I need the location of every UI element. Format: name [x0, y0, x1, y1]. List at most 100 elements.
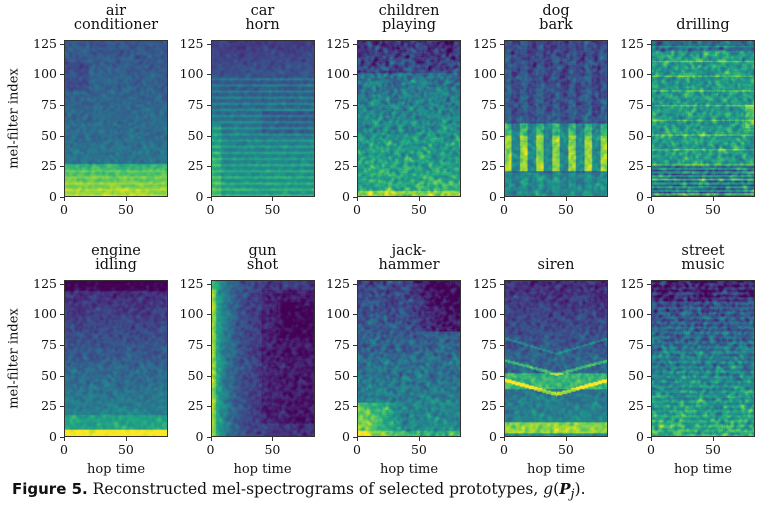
x-tick-label: 50 [704, 442, 721, 457]
x-tick-mark [418, 197, 420, 201]
y-tick-mark [206, 345, 211, 346]
x-axis-label: hop time [526, 462, 586, 477]
panel-title: dog bark [484, 4, 628, 33]
axes-frame [64, 40, 168, 197]
axes-frame [651, 40, 755, 197]
y-tick-label: 0 [489, 189, 497, 204]
y-tick-label: 25 [481, 398, 497, 414]
x-tick-mark [712, 437, 714, 441]
panel-title-line: drilling [676, 17, 730, 33]
y-tick-label: 100 [473, 66, 497, 82]
y-tick-label: 100 [179, 66, 204, 82]
x-axis-label: hop time [233, 462, 292, 477]
y-tick-mark [60, 43, 64, 45]
y-tick-label: 75 [187, 337, 204, 352]
x-axis-label: hop time [379, 462, 439, 477]
caption-math-arg: P [559, 480, 571, 498]
y-tick-label: 0 [342, 189, 350, 204]
x-tick-mark [651, 437, 652, 441]
panel-title: air conditioner [44, 4, 188, 33]
y-tick-mark [60, 375, 64, 377]
heatmap-cells [357, 40, 461, 197]
y-tick-mark [60, 105, 64, 106]
spectrogram-panel-air-conditioner: air conditioner 0 25 50 75 100 125 0 50 [33, 4, 168, 216]
y-tick-label: 50 [187, 127, 204, 143]
y-tick-label: 125 [620, 275, 644, 291]
axes-frame [64, 280, 168, 437]
y-tick-label: 75 [187, 97, 204, 112]
x-tick-label: 50 [117, 202, 134, 217]
panel-title-line: shot [246, 257, 279, 273]
y-tick-label: 75 [41, 337, 57, 352]
y-tick-mark [353, 437, 357, 438]
y-tick-mark [60, 345, 64, 346]
y-tick-mark [500, 74, 504, 76]
y-tick-label: 50 [481, 127, 497, 143]
x-tick-label: 50 [557, 202, 574, 217]
y-tick-label: 125 [326, 35, 350, 51]
y-tick-label: 125 [33, 35, 57, 51]
y-tick-label: 50 [334, 127, 350, 143]
y-tick-label: 75 [481, 337, 497, 352]
y-tick-label: 100 [326, 306, 350, 322]
y-tick-mark [60, 166, 64, 168]
y-tick-mark [60, 135, 64, 137]
heatmap-cells [504, 280, 608, 437]
heatmap-cells [504, 40, 608, 197]
y-tick-mark [500, 135, 504, 137]
heatmap-cells [210, 280, 315, 437]
y-tick-mark [647, 74, 651, 76]
x-tick-label: 0 [647, 202, 655, 217]
y-axis-label: mel-filter index [6, 67, 22, 169]
x-tick-mark [651, 197, 652, 201]
y-tick-mark [353, 345, 357, 346]
x-tick-label: 50 [264, 202, 281, 217]
y-tick-label: 25 [41, 398, 57, 414]
caption-label: Figure 5. [12, 480, 88, 498]
x-tick-label: 0 [647, 442, 655, 457]
y-tick-mark [60, 197, 64, 198]
caption-math-end: ). [574, 480, 586, 498]
panel-title-line: hammer [378, 257, 440, 273]
y-tick-label: 50 [628, 367, 644, 383]
x-tick-mark [565, 437, 567, 441]
y-tick-label: 100 [33, 66, 57, 82]
y-tick-label: 0 [489, 429, 497, 444]
panel-title-line: jack- [391, 243, 427, 259]
y-tick-mark [60, 283, 64, 285]
y-tick-label: 50 [481, 367, 497, 383]
axes-frame [357, 280, 461, 437]
panel-title: children playing [337, 4, 481, 33]
y-tick-mark [647, 197, 651, 198]
y-tick-label: 75 [628, 97, 644, 112]
y-tick-mark [647, 406, 651, 408]
y-tick-mark [647, 166, 651, 168]
y-tick-label: 125 [179, 35, 204, 51]
y-tick-label: 0 [195, 429, 204, 444]
y-tick-label: 25 [334, 398, 350, 414]
y-tick-mark [353, 105, 357, 106]
panel-title: gun shot [191, 244, 335, 273]
spectrogram-panel-car-horn: car horn 0 25 50 75 100 125 0 50 [180, 4, 315, 216]
y-tick-mark [647, 283, 651, 285]
y-tick-mark [353, 283, 357, 285]
panel-title: car horn [191, 4, 335, 33]
heatmap-cells [210, 40, 315, 197]
spectrogram-panel-street-music: street music 0 25 50 75 100 125 0 50 hop time [620, 244, 755, 477]
y-tick-label: 125 [473, 35, 497, 51]
y-tick-label: 100 [33, 306, 57, 322]
y-tick-mark [647, 135, 651, 137]
y-tick-mark [353, 375, 357, 377]
y-tick-label: 125 [326, 275, 350, 291]
y-tick-mark [206, 166, 211, 168]
y-tick-mark [500, 166, 504, 168]
axes-frame [504, 280, 608, 437]
panel-title: jack-hammer [337, 243, 481, 273]
x-tick-mark [64, 437, 65, 441]
panel-title-line: bark [539, 17, 573, 33]
x-tick-label: 50 [557, 442, 574, 457]
panel-title: drilling [631, 17, 766, 33]
panel-title-line: music [681, 257, 725, 273]
y-tick-label: 0 [49, 189, 57, 204]
panel-title-line: idling [95, 257, 137, 273]
